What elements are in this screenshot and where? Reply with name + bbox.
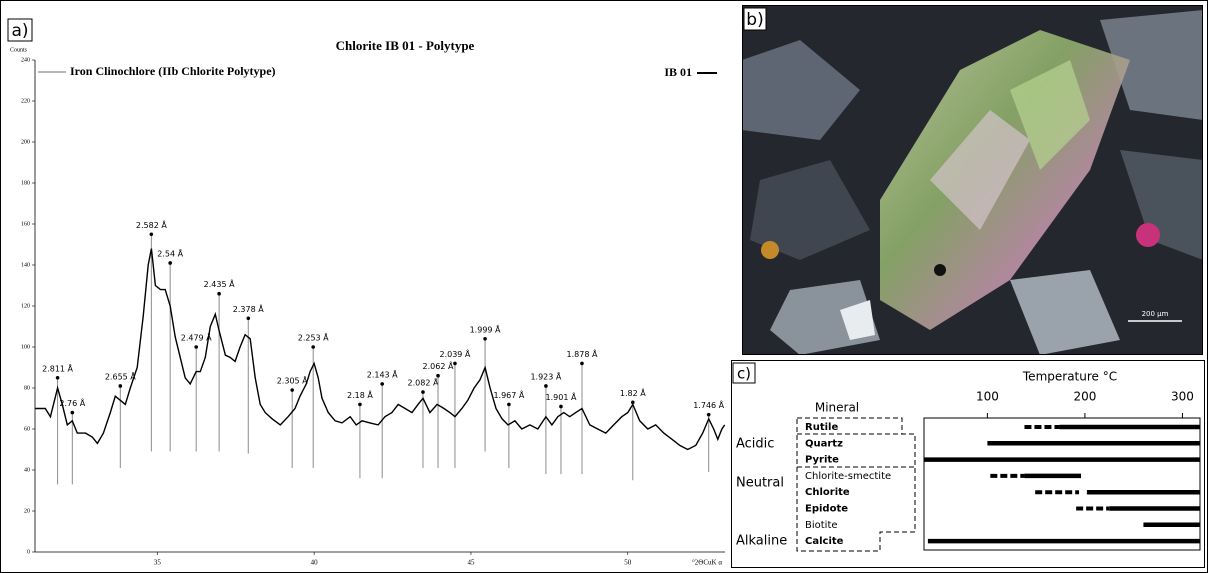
reference-dot xyxy=(246,316,251,321)
reference-label: 2.378 Å xyxy=(233,303,264,314)
legend-label: Iron Clinochlore (IIb Chlorite Polytype) xyxy=(70,64,276,78)
reference-label: 2.655 Å xyxy=(105,370,136,381)
reference-label: 2.18 Å xyxy=(347,389,373,400)
y-tick-label: 220 xyxy=(21,98,30,104)
x-tick-label: 40 xyxy=(311,559,319,567)
mineral-label: Pyrite xyxy=(805,455,839,466)
reference-label: 2.479 Å xyxy=(181,332,212,343)
reference-label: 1.878 Å xyxy=(567,348,598,359)
reference-dot xyxy=(580,361,584,366)
reference-dot xyxy=(358,402,362,407)
reference-label: 1.746 Å xyxy=(693,399,724,410)
panel-label: b) xyxy=(746,10,763,30)
reference-label: 1.967 Å xyxy=(493,389,524,400)
reference-label: 2.76 Å xyxy=(59,397,85,408)
x-tick-label: 50 xyxy=(624,559,632,567)
panel-label-box xyxy=(732,362,756,384)
micrograph xyxy=(742,5,1203,355)
y-tick-label: 120 xyxy=(21,303,30,309)
y-tick-label: 200 xyxy=(21,139,30,145)
y-tick-label: 40 xyxy=(24,467,30,473)
mineral-label: Rutile xyxy=(805,422,838,433)
reference-label: 1.901 Å xyxy=(546,391,577,402)
x-axis-label: °2ΘCuK α xyxy=(692,559,722,567)
reference-label: 2.039 Å xyxy=(439,348,470,359)
axis-title: Temperature °C xyxy=(1022,370,1117,384)
reference-label: 2.582 Å xyxy=(136,219,167,230)
reference-dot xyxy=(453,361,457,366)
reference-dot xyxy=(55,375,60,380)
y-tick-label: 60 xyxy=(24,426,30,432)
mineral-label: Calcite xyxy=(805,536,844,547)
legend-label: IB 01 xyxy=(664,65,692,79)
data-line xyxy=(35,248,726,451)
reference-dot xyxy=(70,410,75,415)
reference-dot xyxy=(217,291,221,296)
group-label: Alkaline xyxy=(736,534,787,549)
scale-bar-label: 200 µm xyxy=(1142,310,1169,318)
group-label: Acidic xyxy=(736,437,774,452)
y-tick-label: 20 xyxy=(24,508,30,514)
mineral-label: Quartz xyxy=(805,438,843,449)
y-tick-label: 0 xyxy=(27,549,30,555)
reference-dot xyxy=(421,390,425,394)
reference-label: 2.435 Å xyxy=(204,278,235,289)
reference-label: 1.999 Å xyxy=(470,323,501,334)
x-tick-label: 300 xyxy=(1171,390,1194,404)
x-tick-label: 100 xyxy=(976,390,999,404)
y-tick-label: 80 xyxy=(24,385,30,391)
column-header: Mineral xyxy=(815,401,859,415)
reference-dot xyxy=(507,402,511,407)
reference-dot xyxy=(380,382,384,386)
reference-dot xyxy=(168,261,172,265)
reference-dot xyxy=(559,404,563,409)
reference-dot xyxy=(483,337,487,341)
reference-dot xyxy=(630,400,635,405)
plot-frame xyxy=(923,417,1201,551)
y-tick-label: 140 xyxy=(21,262,30,268)
reference-label: 1.82 Å xyxy=(620,387,646,398)
mineral-label: Biotite xyxy=(805,520,838,531)
reference-dot xyxy=(436,373,440,378)
group-box xyxy=(796,433,916,552)
chart-title: Chlorite IB 01 - Polytype xyxy=(336,38,475,53)
x-tick-label: 200 xyxy=(1073,390,1096,404)
x-tick-label: 35 xyxy=(154,559,162,567)
reference-label: 2.143 Å xyxy=(367,368,398,379)
mineral-label: Epidote xyxy=(805,504,848,515)
panel-label-box xyxy=(743,7,767,31)
reference-dot xyxy=(149,232,154,237)
reference-dot xyxy=(706,412,711,417)
y-tick-label: 100 xyxy=(21,344,30,350)
mineral-label: Chlorite xyxy=(805,487,850,498)
reference-dot xyxy=(311,345,315,349)
group-label: Neutral xyxy=(736,476,784,491)
reference-label: 2.54 Å xyxy=(157,247,183,258)
reference-dot xyxy=(544,384,548,388)
y-tick-label: 160 xyxy=(21,221,30,227)
y-tick-label: 180 xyxy=(21,180,30,186)
x-tick-label: 45 xyxy=(467,559,475,567)
panel-label: a) xyxy=(11,21,28,41)
panel-frame xyxy=(731,360,1205,568)
reference-label: 2.811 Å xyxy=(42,362,73,373)
mineral-label: Chlorite-smectite xyxy=(805,471,891,482)
panel-label-box xyxy=(7,18,33,42)
reference-label: 2.253 Å xyxy=(298,332,329,343)
reference-label: 2.082 Å xyxy=(408,377,439,388)
reference-label: 2.062 Å xyxy=(423,360,454,371)
reference-label: 2.305 Å xyxy=(277,375,308,386)
photo-frame xyxy=(742,5,1203,355)
reference-label: 1.923 Å xyxy=(530,370,561,381)
reference-dot xyxy=(194,345,199,349)
reference-dot xyxy=(118,384,123,388)
reference-dot xyxy=(290,388,294,392)
y-tick-label: 240 xyxy=(21,57,30,63)
panel-label: c) xyxy=(737,365,751,383)
y-axis-label: Counts xyxy=(10,47,28,53)
